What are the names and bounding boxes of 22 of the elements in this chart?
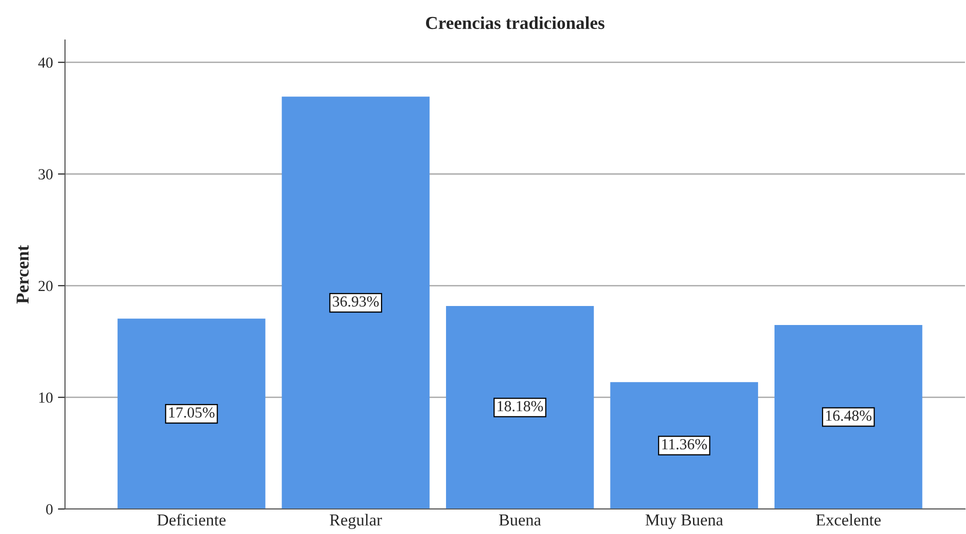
data-label: 11.36% bbox=[662, 439, 707, 450]
bar bbox=[446, 306, 594, 509]
y-tick-label: 10 bbox=[39, 392, 53, 403]
y-tick-label: 40 bbox=[38, 57, 53, 68]
data-label: 16.48% bbox=[826, 410, 872, 421]
data-label: 36.93% bbox=[332, 296, 379, 307]
x-tick-label: Muy Buena bbox=[646, 514, 724, 529]
y-tick-label: 30 bbox=[38, 169, 53, 180]
bar bbox=[282, 96, 430, 509]
bar bbox=[118, 318, 266, 509]
data-label: 17.05% bbox=[169, 407, 214, 418]
chart-title: Creencias tradicionales bbox=[426, 16, 604, 30]
y-tick-label: 0 bbox=[46, 504, 53, 514]
data-label: 18.18% bbox=[498, 401, 543, 412]
x-tick-label: Deficiente bbox=[157, 514, 226, 526]
x-tick-label: Excelente bbox=[816, 514, 881, 526]
x-tick-label: Buena bbox=[499, 514, 541, 526]
bar bbox=[774, 324, 922, 509]
y-tick-label: 20 bbox=[38, 280, 53, 292]
x-tick-label: Regular bbox=[330, 514, 382, 530]
y-axis-title: Percent bbox=[16, 245, 29, 304]
bar bbox=[610, 382, 758, 509]
